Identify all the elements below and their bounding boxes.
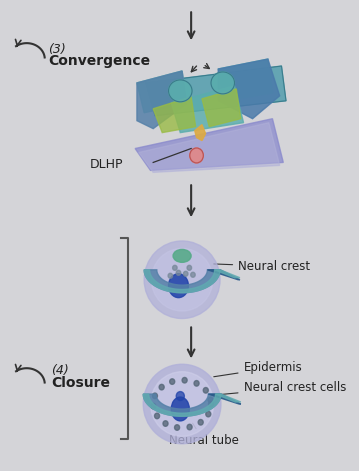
Polygon shape (215, 270, 240, 278)
Polygon shape (143, 394, 221, 416)
Text: (4): (4) (51, 364, 69, 377)
Ellipse shape (144, 241, 220, 318)
Polygon shape (208, 270, 240, 280)
Polygon shape (146, 66, 286, 116)
Polygon shape (144, 270, 220, 293)
Ellipse shape (150, 372, 214, 436)
Circle shape (194, 381, 199, 386)
Ellipse shape (176, 391, 185, 400)
Polygon shape (218, 59, 280, 119)
Polygon shape (139, 122, 280, 172)
Ellipse shape (143, 364, 221, 444)
Circle shape (183, 271, 188, 276)
Polygon shape (137, 71, 187, 129)
Circle shape (187, 265, 192, 270)
Text: Closure: Closure (51, 376, 110, 390)
Circle shape (151, 403, 156, 409)
Text: Neural crest: Neural crest (214, 260, 310, 273)
Circle shape (191, 272, 195, 277)
Text: Epidermis: Epidermis (214, 361, 302, 377)
Text: Neural crest cells: Neural crest cells (218, 381, 346, 395)
Polygon shape (153, 97, 196, 133)
Text: (3): (3) (48, 43, 66, 56)
Text: DLHP: DLHP (90, 158, 123, 171)
Circle shape (173, 265, 177, 270)
Ellipse shape (168, 80, 192, 102)
Polygon shape (195, 125, 206, 140)
Circle shape (187, 424, 192, 430)
Circle shape (168, 273, 173, 278)
Circle shape (154, 413, 160, 419)
Polygon shape (144, 270, 220, 293)
Polygon shape (135, 119, 283, 171)
Circle shape (208, 397, 213, 403)
Text: Neural tube: Neural tube (168, 423, 238, 447)
Polygon shape (137, 71, 187, 113)
Circle shape (174, 425, 180, 430)
Polygon shape (218, 59, 272, 101)
Circle shape (153, 393, 158, 398)
Polygon shape (171, 86, 243, 133)
Polygon shape (208, 394, 241, 404)
Polygon shape (202, 89, 241, 127)
Ellipse shape (171, 397, 189, 421)
Circle shape (209, 401, 214, 407)
Ellipse shape (173, 250, 191, 262)
Text: Convergence: Convergence (48, 54, 150, 68)
Ellipse shape (151, 248, 213, 311)
Circle shape (182, 377, 187, 383)
Ellipse shape (168, 274, 188, 298)
Circle shape (176, 270, 181, 275)
Circle shape (159, 384, 164, 390)
Circle shape (206, 411, 211, 417)
Circle shape (203, 388, 208, 393)
Polygon shape (215, 394, 241, 402)
Ellipse shape (211, 72, 234, 94)
Circle shape (163, 421, 168, 426)
Circle shape (190, 148, 203, 163)
Circle shape (170, 379, 175, 384)
Circle shape (198, 420, 203, 425)
Polygon shape (143, 394, 221, 416)
